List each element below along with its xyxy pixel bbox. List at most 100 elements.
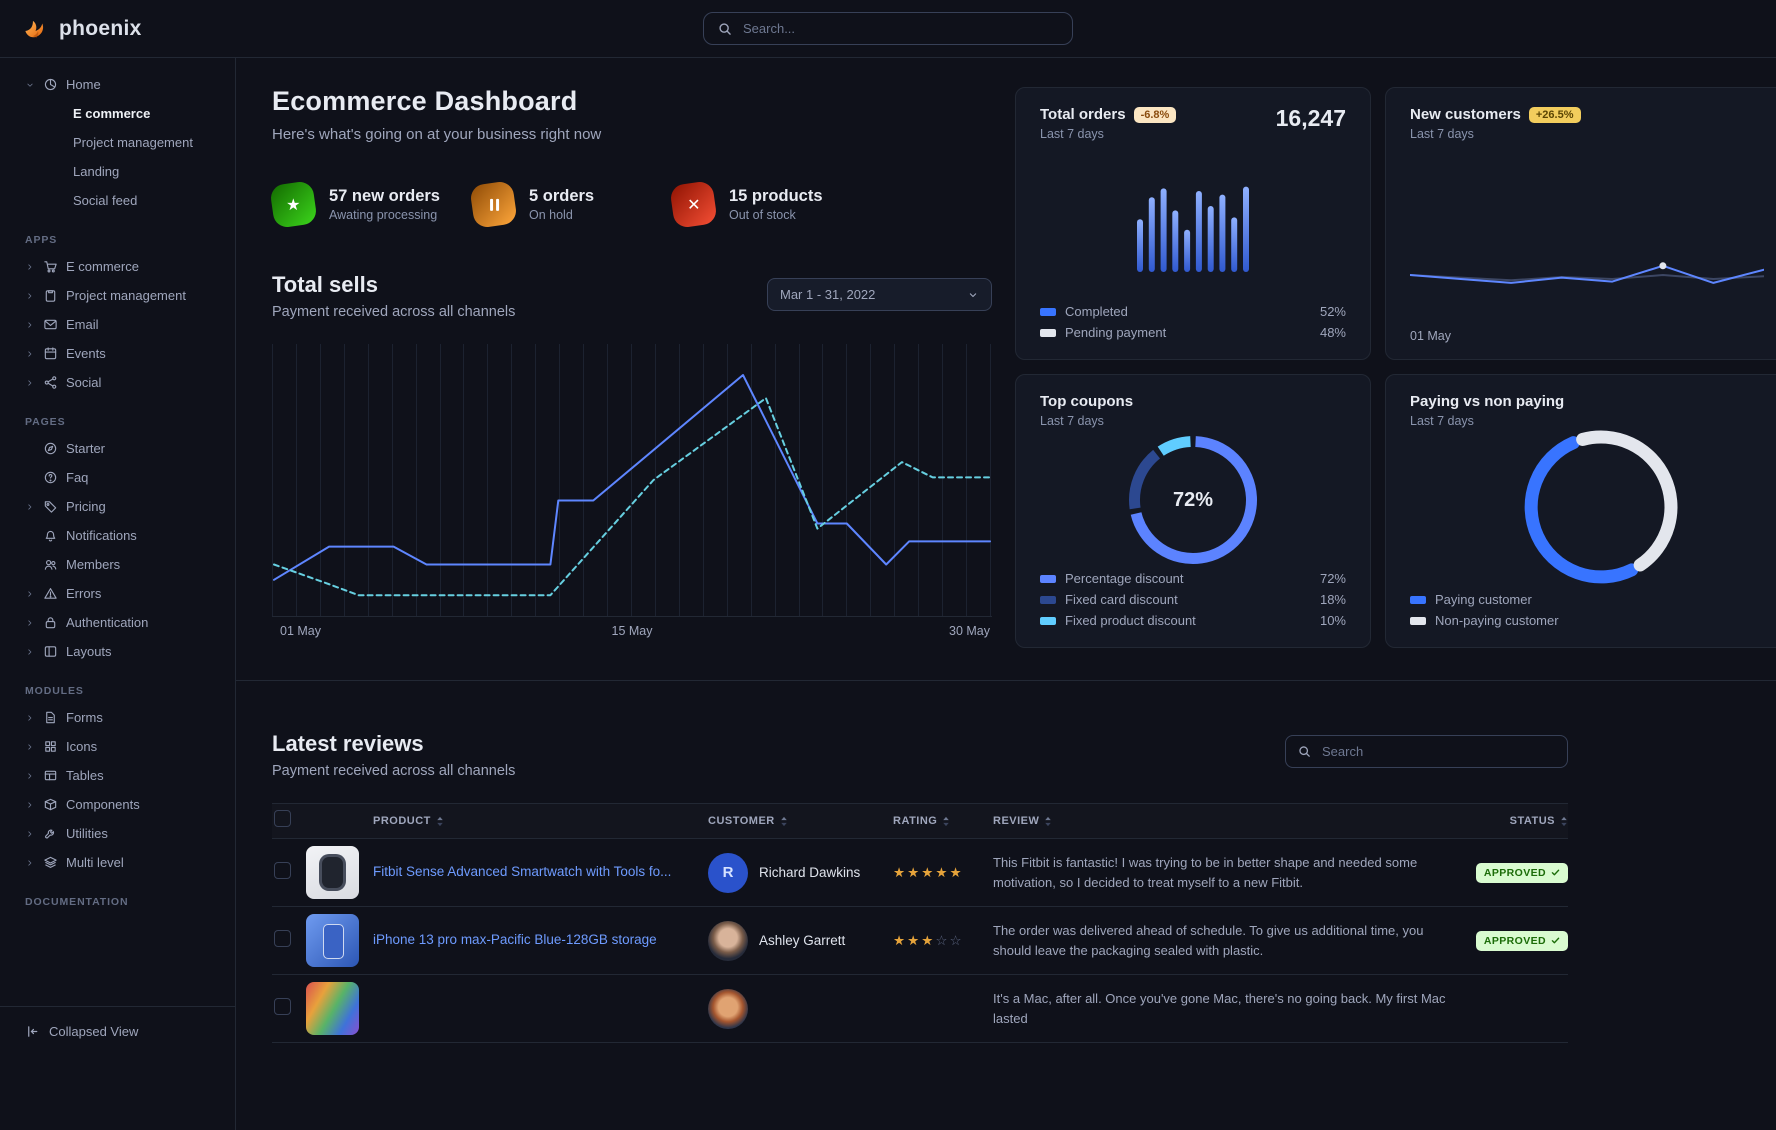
rating-stars: ★★★★★ [893,864,964,880]
package-icon [44,798,57,811]
sidebar: Home E commerce Project management Landing S… [0,58,236,1130]
sidebar-item-social-feed[interactable]: Social feed [73,193,138,208]
sort-icon [1045,816,1052,826]
legend-swatch [1410,595,1426,604]
sidebar-item-e-commerce[interactable]: E commerce [0,252,235,281]
legend-label: Non-paying customer [1435,613,1559,628]
sidebar-item-errors[interactable]: Errors [0,579,235,608]
row-checkbox[interactable] [274,861,291,879]
sidebar-section-pages: PAGES [25,416,66,428]
sidebar-item-project-management[interactable]: Project management [73,135,193,150]
sidebar-item-utilities[interactable]: Utilities [0,819,235,848]
legend-value: 18% [1319,592,1346,607]
product-thumbnail [306,846,359,899]
row-checkbox[interactable] [274,929,291,947]
legend-item: Percentage discount 72% [1040,568,1346,589]
table-row: iPhone 13 pro max-Pacific Blue-128GB sto… [272,907,1568,975]
brand[interactable]: phoenix [22,15,142,42]
chevron-down-icon [27,83,33,87]
main-content: Ecommerce Dashboard Here's what's going … [236,58,1776,1130]
reviews-search[interactable] [1285,735,1568,768]
global-search-input[interactable] [741,20,1058,37]
paying-period: Last 7 days [1410,414,1474,428]
sidebar-item-landing[interactable]: Landing [73,164,120,179]
legend-value: 48% [1319,325,1346,340]
compass-icon [44,442,57,455]
chevron-right-icon [28,801,32,808]
global-search[interactable] [703,12,1073,45]
x-tick: 15 May [611,624,653,638]
sidebar-item-starter[interactable]: Starter [0,434,235,463]
chevron-right-icon [28,292,32,299]
lock-icon [45,617,56,629]
legend-swatch [1040,595,1056,604]
chevron-right-icon [28,714,32,721]
paying-gauge-chart [1496,419,1716,589]
sidebar-item-components[interactable]: Components [0,790,235,819]
users-icon [44,559,57,570]
sidebar-item-social[interactable]: Social [0,368,235,397]
column-header-product[interactable]: PRODUCT [306,815,708,827]
sidebar-item-pricing[interactable]: Pricing [0,492,235,521]
sidebar-item-forms[interactable]: Forms [0,703,235,732]
collapse-view-toggle[interactable]: Collapsed View [0,1006,236,1055]
sidebar-item-tables[interactable]: Tables [0,761,235,790]
sidebar-section-modules: MODULES [25,685,84,697]
sidebar-item-e-commerce[interactable]: E commerce [73,106,151,121]
sidebar-item-project-management[interactable]: Project management [0,281,235,310]
product-thumbnail [306,914,359,967]
layers-icon [44,856,57,868]
date-range-select[interactable]: Mar 1 - 31, 2022 [767,278,992,311]
warning-icon [44,588,57,599]
column-header-rating[interactable]: RATING [893,815,993,827]
sort-icon [437,816,443,826]
dashboard-left-column: Ecommerce Dashboard Here's what's going … [269,58,992,648]
grid-icon [45,741,56,752]
sort-icon [1561,816,1567,826]
review-text: It's a Mac, after all. Once you've gone … [993,991,1446,1026]
reviews-search-input[interactable] [1320,743,1555,760]
legend-item: Pending payment 48% [1040,322,1346,343]
table-header-row: PRODUCT CUSTOMER RATING REVIEW STATUS [272,803,1568,839]
row-checkbox[interactable] [274,997,291,1015]
sidebar-item-layouts[interactable]: Layouts [0,637,235,666]
phoenix-logo-icon [25,20,44,38]
select-all-checkbox[interactable] [274,810,291,827]
sidebar-item-home[interactable]: Home [0,70,235,99]
product-thumbnail [306,982,359,1035]
collapse-view-label: Collapsed View [49,1023,139,1039]
total-orders-card: Total orders -6.8% Last 7 days 16,247 Co… [1015,87,1371,360]
chevron-right-icon [28,590,32,597]
sidebar-item-events[interactable]: Events [0,339,235,368]
x-tick: 30 May [949,624,990,638]
product-link[interactable]: Fitbit Sense Advanced Smartwatch with To… [373,864,672,880]
sidebar-item-faq[interactable]: Faq [0,463,235,492]
sidebar-item-multi-level[interactable]: Multi level [0,848,235,877]
new-customers-chart [1410,236,1764,314]
legend-label: Completed [1065,304,1128,319]
product-link[interactable]: iPhone 13 pro max-Pacific Blue-128GB sto… [373,932,657,948]
table-row: Fitbit Sense Advanced Smartwatch with To… [272,839,1568,907]
sidebar-item-icons[interactable]: Icons [0,732,235,761]
legend-value: 72% [1319,571,1346,586]
legend-swatch [1040,574,1056,583]
sidebar-item-notifications[interactable]: Notifications [0,521,235,550]
table-icon [44,770,57,781]
layout-icon [44,646,57,657]
top-coupons-card: Top coupons Last 7 days 72% Percentage d… [1015,374,1371,648]
column-header-status[interactable]: STATUS [1480,815,1568,827]
legend-label: Fixed card discount [1065,592,1178,607]
chevron-right-icon [28,830,32,837]
latest-reviews-title: Latest reviews [272,731,424,756]
column-header-review[interactable]: REVIEW [993,815,1480,827]
sidebar-item-authentication[interactable]: Authentication [0,608,235,637]
total-orders-bar-chart [1137,180,1249,272]
sidebar-item-members[interactable]: Members [0,550,235,579]
sidebar-item-email[interactable]: Email [0,310,235,339]
stat-value: 15 products [729,187,823,205]
top-coupons-period: Last 7 days [1040,414,1104,428]
column-header-customer[interactable]: CUSTOMER [708,815,893,827]
check-icon [1551,937,1560,944]
top-coupons-legend: Percentage discount 72% Fixed card discoun… [1040,568,1346,631]
